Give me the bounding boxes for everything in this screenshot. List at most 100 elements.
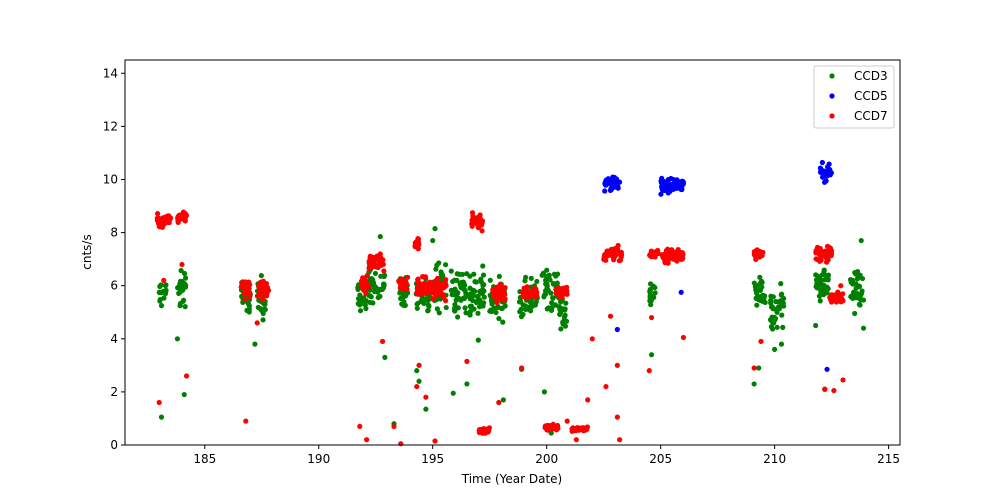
data-point-ccd7: [156, 399, 162, 406]
data-point-ccd7: [604, 249, 610, 255]
data-point-ccd3: [557, 311, 563, 317]
data-point-ccd7: [443, 298, 449, 304]
data-point-ccd3: [479, 287, 486, 293]
data-point-ccd3: [163, 289, 169, 295]
data-point-ccd7: [549, 426, 555, 433]
data-point-ccd7: [561, 290, 567, 296]
data-point-ccd7: [674, 258, 680, 264]
data-point-ccd5: [678, 289, 684, 295]
data-point-ccd5: [665, 177, 671, 183]
data-point-ccd3: [758, 293, 764, 300]
data-point-ccd7: [840, 377, 846, 383]
data-point-ccd3: [550, 280, 556, 287]
data-point-ccd3: [757, 274, 763, 280]
data-point-ccd3: [781, 295, 787, 302]
data-point-ccd7: [391, 423, 397, 430]
data-point-ccd3: [478, 276, 484, 282]
data-point-ccd7: [415, 276, 421, 282]
data-point-ccd3: [541, 292, 548, 298]
data-point-ccd3: [768, 304, 775, 310]
data-point-ccd3: [856, 295, 862, 301]
x-tick-label: 190: [307, 452, 330, 466]
data-point-ccd7: [183, 212, 190, 219]
data-point-ccd7: [430, 296, 436, 302]
data-point-ccd3: [544, 267, 550, 273]
data-point-ccd7: [254, 320, 260, 326]
data-point-ccd3: [758, 278, 765, 285]
data-point-ccd7: [477, 426, 483, 433]
data-point-ccd7: [816, 251, 822, 257]
data-point-ccd3: [487, 277, 493, 283]
data-point-ccd7: [432, 438, 438, 444]
data-point-ccd7: [414, 383, 420, 390]
data-point-ccd7: [579, 425, 586, 432]
data-point-ccd7: [435, 275, 441, 281]
data-point-ccd7: [479, 228, 485, 234]
data-point-ccd3: [472, 288, 478, 294]
data-point-ccd3: [262, 306, 268, 313]
data-point-ccd3: [371, 284, 377, 290]
data-point-ccd3: [493, 309, 499, 316]
data-point-ccd3: [158, 282, 164, 288]
data-point-ccd3: [474, 293, 480, 300]
data-point-ccd3: [778, 341, 785, 347]
data-point-ccd3: [780, 324, 786, 330]
data-point-ccd3: [355, 301, 361, 307]
data-point-ccd3: [563, 300, 569, 306]
legend-marker-ccd3: [829, 73, 835, 79]
data-point-ccd7: [589, 336, 595, 342]
data-point-ccd3: [540, 270, 547, 276]
data-point-ccd7: [493, 286, 499, 292]
data-point-ccd7: [614, 414, 620, 420]
data-point-ccd3: [468, 303, 475, 309]
data-point-ccd3: [402, 293, 409, 299]
data-point-ccd7: [357, 423, 363, 430]
data-point-ccd3: [425, 307, 431, 314]
data-point-ccd7: [758, 338, 764, 345]
data-point-ccd7: [405, 274, 411, 280]
data-point-ccd3: [853, 285, 859, 291]
data-point-ccd3: [452, 286, 458, 292]
data-point-ccd3: [819, 272, 826, 278]
data-point-ccd7: [417, 283, 423, 289]
data-point-ccd3: [854, 268, 861, 275]
data-point-ccd5: [602, 188, 608, 194]
data-points: [154, 159, 867, 447]
data-point-ccd7: [259, 296, 266, 303]
data-point-ccd3: [177, 303, 183, 309]
data-point-ccd3: [751, 381, 757, 387]
data-point-ccd3: [562, 306, 568, 312]
data-point-ccd3: [768, 324, 775, 330]
data-point-ccd3: [355, 285, 361, 291]
data-point-ccd3: [772, 346, 778, 353]
data-point-ccd3: [443, 304, 449, 311]
data-point-ccd3: [258, 272, 264, 279]
data-point-ccd3: [157, 296, 163, 303]
data-point-ccd3: [181, 270, 188, 277]
data-point-ccd7: [756, 252, 763, 258]
data-point-ccd7: [519, 365, 525, 371]
data-point-ccd7: [364, 437, 370, 443]
data-point-ccd7: [423, 394, 429, 400]
data-point-ccd7: [754, 247, 760, 253]
data-point-ccd3: [858, 237, 864, 244]
data-point-ccd7: [751, 365, 757, 371]
data-point-ccd7: [753, 256, 759, 263]
data-point-ccd7: [671, 253, 677, 260]
data-point-ccd3: [369, 277, 375, 283]
data-point-ccd3: [558, 326, 564, 332]
x-axis-label: Time (Year Date): [461, 472, 562, 486]
data-point-ccd3: [759, 298, 766, 304]
data-point-ccd7: [238, 284, 245, 290]
x-tick-label: 185: [193, 452, 216, 466]
data-point-ccd7: [838, 283, 844, 289]
data-point-ccd3: [532, 302, 538, 308]
data-point-ccd5: [679, 186, 685, 193]
data-point-ccd3: [544, 281, 550, 287]
data-point-ccd7: [436, 284, 442, 290]
data-point-ccd3: [756, 365, 762, 371]
data-point-ccd3: [817, 298, 823, 304]
data-point-ccd7: [607, 313, 614, 319]
data-point-ccd5: [609, 179, 615, 185]
data-point-ccd3: [496, 273, 502, 280]
